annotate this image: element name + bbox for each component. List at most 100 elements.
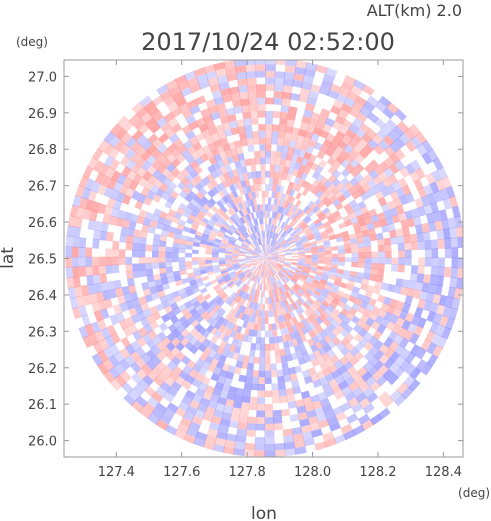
echo-cell xyxy=(391,214,401,224)
echo-cell xyxy=(122,176,133,188)
echo-cell xyxy=(340,328,350,338)
echo-cell xyxy=(230,224,237,231)
echo-cell xyxy=(244,230,250,237)
echo-cell xyxy=(288,318,295,326)
echo-cell xyxy=(198,260,206,265)
echo-cell xyxy=(269,296,273,304)
echo-cell xyxy=(118,319,129,330)
echo-cell xyxy=(236,339,243,348)
echo-cell xyxy=(279,206,285,214)
echo-cell xyxy=(271,191,276,199)
echo-cell xyxy=(122,194,132,205)
echo-cell xyxy=(221,122,232,131)
echo-cell xyxy=(167,117,179,129)
echo-cell xyxy=(227,365,236,374)
echo-cell xyxy=(178,257,186,262)
echo-cell xyxy=(235,269,243,275)
echo-cell xyxy=(130,141,142,153)
echo-cell xyxy=(138,250,146,258)
echo-cell xyxy=(217,324,226,333)
echo-cell xyxy=(392,180,402,192)
echo-cell xyxy=(97,350,109,363)
echo-cell xyxy=(206,341,216,350)
echo-cell xyxy=(266,237,269,245)
echo-cell xyxy=(194,95,207,106)
echo-cell xyxy=(221,384,231,393)
echo-cell xyxy=(240,298,247,307)
echo-cell xyxy=(265,254,272,258)
echo-cell xyxy=(184,194,193,203)
echo-cell xyxy=(310,267,318,272)
echo-cell xyxy=(326,156,336,166)
echo-cell xyxy=(352,286,361,294)
echo-cell xyxy=(275,281,281,288)
echo-cell xyxy=(261,323,266,331)
echo-cell xyxy=(86,274,95,286)
echo-cell xyxy=(271,137,279,145)
echo-cell xyxy=(193,340,203,349)
echo-cell xyxy=(426,310,437,323)
echo-cell xyxy=(354,172,364,183)
echo-cell xyxy=(245,258,252,260)
echo-cell xyxy=(278,254,285,257)
echo-cell xyxy=(376,128,389,141)
echo-cell xyxy=(275,274,280,281)
echo-cell xyxy=(241,244,248,249)
echo-cell xyxy=(132,384,145,396)
echo-cell xyxy=(338,222,347,230)
echo-cell xyxy=(160,122,172,134)
echo-cell xyxy=(274,281,279,289)
echo-cell xyxy=(450,267,459,279)
echo-cell xyxy=(324,307,333,316)
echo-cell xyxy=(232,205,239,213)
echo-cell xyxy=(293,176,301,185)
echo-cell xyxy=(137,326,148,338)
echo-cell xyxy=(250,226,255,234)
echo-cell xyxy=(284,208,290,216)
echo-cell xyxy=(284,225,291,232)
echo-cell xyxy=(265,110,274,118)
echo-cell xyxy=(242,111,252,120)
echo-cell xyxy=(213,240,221,246)
echo-cell xyxy=(316,284,325,291)
echo-cell xyxy=(355,231,363,239)
echo-cell xyxy=(372,133,384,145)
echo-cell xyxy=(108,366,121,379)
echo-cell xyxy=(193,174,203,184)
echo-cell xyxy=(267,244,270,252)
echo-cell xyxy=(318,159,328,169)
echo-cell xyxy=(416,143,428,157)
echo-cell xyxy=(147,413,160,425)
echo-cell xyxy=(200,300,209,308)
echo-cell xyxy=(211,257,219,261)
echo-cell xyxy=(137,193,147,204)
echo-cell xyxy=(358,337,369,347)
echo-cell xyxy=(251,241,257,248)
echo-cell xyxy=(305,255,312,258)
echo-cell xyxy=(283,435,295,443)
echo-cell xyxy=(286,289,293,297)
echo-cell xyxy=(108,135,121,148)
echo-cell xyxy=(355,276,363,284)
echo-cell xyxy=(141,160,152,172)
echo-cell xyxy=(327,165,337,175)
echo-cell xyxy=(271,276,275,283)
echo-cell xyxy=(308,330,316,339)
echo-cell xyxy=(317,391,328,401)
echo-cell xyxy=(254,218,259,226)
echo-cell xyxy=(147,225,156,234)
echo-cell xyxy=(199,397,211,407)
echo-cell xyxy=(326,315,335,324)
echo-cell xyxy=(161,158,172,169)
echo-cell xyxy=(365,128,378,139)
echo-cell xyxy=(143,100,157,113)
echo-cell xyxy=(180,86,193,98)
echo-cell xyxy=(311,254,319,258)
echo-cell xyxy=(271,258,279,261)
echo-cell xyxy=(294,216,301,223)
echo-cell xyxy=(331,253,339,258)
echo-cell xyxy=(271,253,278,256)
echo-cell xyxy=(255,247,261,253)
echo-cell xyxy=(177,401,190,412)
echo-cell xyxy=(356,319,366,329)
